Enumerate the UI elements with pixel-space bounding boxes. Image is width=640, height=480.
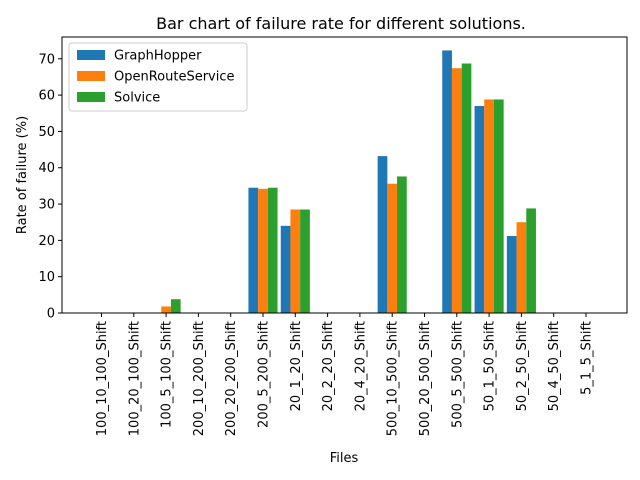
bar-solvice-500_5_500_shift xyxy=(461,63,472,314)
y-axis: 0 10 20 30 40 50 60 70 xyxy=(38,52,62,322)
x-tick-label: 20_1_20_Shift xyxy=(289,321,304,411)
bar-graphhopper-50_1_50_shift xyxy=(474,106,485,313)
plot-frame xyxy=(61,36,628,314)
bar-solvice-50_2_50_shift xyxy=(526,208,536,313)
x-axis: 100_10_100_Shift 100_20_100_Shift 100_5_10… xyxy=(95,313,595,436)
x-tick-label: 100_10_100_Shift xyxy=(95,321,110,436)
legend: GraphHopper OpenRouteService Solvice xyxy=(68,42,248,112)
legend-swatch-solvice xyxy=(77,92,105,102)
bar-graphhopper-500_5_500_shift xyxy=(442,50,452,313)
y-tick-label: 30 xyxy=(38,198,55,213)
bar-graphhopper-200_5_200_shift xyxy=(248,187,259,313)
bar-openrouteservice-50_1_50_shift xyxy=(484,99,494,314)
y-tick-label: 10 xyxy=(38,270,55,285)
y-tick-label: 60 xyxy=(38,89,55,104)
x-tick-label: 500_10_500_Shift xyxy=(386,321,401,436)
bar-openrouteservice-200_5_200_shift xyxy=(258,188,268,313)
bar-solvice-500_10_500_shift xyxy=(397,176,407,313)
x-tick-label: 200_5_200_Shift xyxy=(257,321,272,428)
x-tick-label: 200_20_200_Shift xyxy=(224,321,239,436)
legend-label-openrouteservice: OpenRouteService xyxy=(114,70,235,85)
x-tick-label: 20_2_20_Shift xyxy=(321,321,336,411)
x-axis-label: Files xyxy=(330,451,359,466)
x-tick-label: 50_4_50_Shift xyxy=(547,321,562,411)
x-tick-label: 500_20_500_Shift xyxy=(418,321,433,436)
bars-group xyxy=(161,50,536,314)
x-tick-label: 20_4_20_Shift xyxy=(353,321,368,411)
x-tick-label: 500_5_500_Shift xyxy=(450,321,465,428)
bar-solvice-200_5_200_shift xyxy=(267,187,278,313)
bar-graphhopper-500_10_500_shift xyxy=(377,156,388,313)
bar-solvice-20_1_20_shift xyxy=(300,209,310,313)
legend-swatch-graphhopper xyxy=(77,50,105,60)
legend-box xyxy=(68,42,248,112)
y-tick-label: 50 xyxy=(38,125,55,140)
bar-openrouteservice-500_5_500_shift xyxy=(451,68,462,313)
bar-solvice-50_1_50_shift xyxy=(493,99,504,314)
x-tick-label: 50_1_50_Shift xyxy=(483,321,498,411)
y-axis-label: Rate of failure (%) xyxy=(15,116,30,234)
legend-swatch-openrouteservice xyxy=(77,71,105,81)
x-tick-label: 100_20_100_Shift xyxy=(127,321,142,436)
x-tick-label: 100_5_100_Shift xyxy=(160,321,175,428)
bar-solvice-100_5_100_shift xyxy=(170,299,181,313)
y-tick-label: 0 xyxy=(47,307,55,322)
y-tick-label: 20 xyxy=(38,234,55,249)
bar-openrouteservice-500_10_500_shift xyxy=(387,183,398,313)
y-tick-label: 70 xyxy=(38,52,55,67)
bar-openrouteservice-20_1_20_shift xyxy=(290,209,301,313)
x-tick-label: 50_2_50_Shift xyxy=(515,321,530,411)
bar-openrouteservice-50_2_50_shift xyxy=(516,222,527,313)
legend-label-solvice: Solvice xyxy=(114,91,160,106)
legend-label-graphhopper: GraphHopper xyxy=(114,49,202,64)
x-tick-label: 200_10_200_Shift xyxy=(192,321,207,436)
x-tick-label: 5_1_5_Shift xyxy=(580,321,595,395)
chart-title: Bar chart of failure rate for different … xyxy=(156,14,526,33)
bar-graphhopper-50_2_50_shift xyxy=(506,236,517,313)
bar-graphhopper-20_1_20_shift xyxy=(280,225,291,313)
y-tick-label: 40 xyxy=(38,161,55,176)
bar-openrouteservice-100_5_100_shift xyxy=(161,306,171,313)
